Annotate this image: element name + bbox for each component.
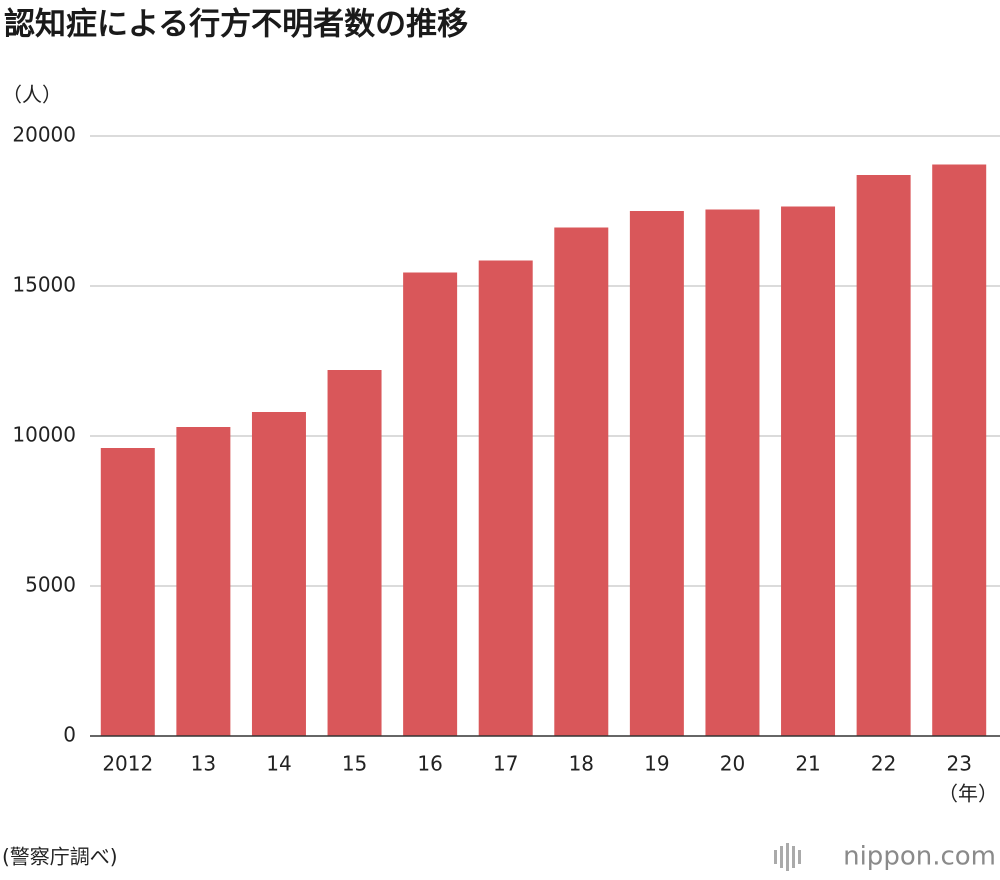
logo-icon [774, 843, 801, 871]
x-tick-label: 21 [795, 752, 820, 776]
bar [932, 164, 987, 736]
x-tick-label: 23 [946, 752, 971, 776]
bar [629, 211, 684, 736]
y-tick-label: 5000 [25, 573, 76, 597]
bar [251, 412, 306, 736]
bar [327, 370, 382, 736]
x-tick-label: 22 [871, 752, 896, 776]
x-tick-label: 15 [342, 752, 367, 776]
bar [554, 227, 609, 736]
y-tick-label: 10000 [12, 423, 76, 447]
x-unit: （年） [938, 782, 998, 806]
y-unit: （人） [2, 83, 62, 107]
x-tick-label: 17 [493, 752, 518, 776]
x-tick-label: 18 [569, 752, 594, 776]
logo: nippon.com [843, 842, 996, 872]
x-tick-label: 2012 [102, 752, 153, 776]
bar [100, 448, 155, 736]
x-tick-label: 20 [720, 752, 745, 776]
bar [705, 209, 760, 736]
bar [176, 427, 231, 736]
bar [403, 272, 458, 736]
y-tick-label: 20000 [12, 123, 76, 147]
source: (警察庁調べ) [2, 845, 118, 869]
x-tick-label: 19 [644, 752, 669, 776]
y-tick-label: 0 [63, 723, 76, 747]
x-tick-label: 14 [266, 752, 291, 776]
bar [478, 260, 533, 736]
bar [781, 206, 836, 736]
x-tick-label: 16 [417, 752, 442, 776]
x-tick-label: 13 [191, 752, 216, 776]
chart-title: 認知症による行方不明者数の推移 [4, 7, 468, 43]
y-tick-label: 15000 [12, 273, 76, 297]
bar [856, 175, 911, 736]
